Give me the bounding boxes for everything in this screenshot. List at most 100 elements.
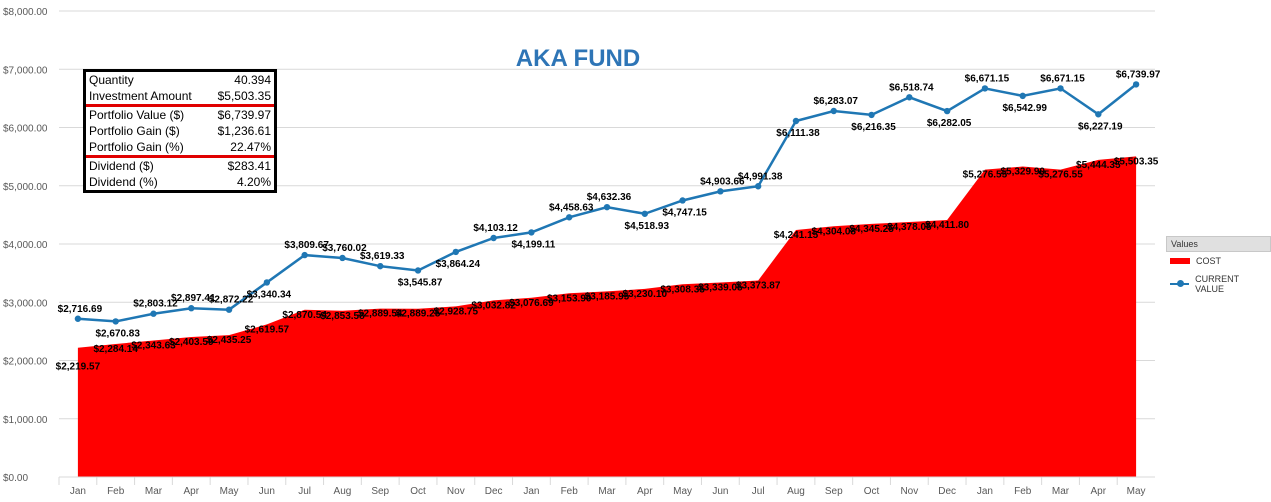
- current-value-point: [754, 183, 762, 190]
- summary-table: Quantity 40.394 Investment Amount $5,503…: [83, 69, 277, 193]
- current-value-data-label: $4,991.38: [738, 171, 783, 182]
- summary-row-quantity: Quantity 40.394: [86, 72, 274, 88]
- legend: Values COST CURRENT VALUE: [1166, 236, 1271, 298]
- y-tick-label: $0.00: [3, 473, 28, 484]
- y-tick-label: $3,000.00: [3, 298, 48, 309]
- current-value-data-label: $6,283.07: [814, 96, 859, 107]
- current-value-point: [339, 254, 346, 262]
- summary-row-investment-amount: Investment Amount $5,503.35: [86, 88, 274, 107]
- summary-label: Portfolio Gain (%): [89, 140, 184, 154]
- x-tick-label: May: [1127, 486, 1146, 497]
- cost-data-label: $2,219.57: [56, 362, 101, 373]
- current-value-data-label: $6,111.38: [776, 128, 820, 139]
- cost-data-label: $2,928.75: [434, 306, 479, 317]
- cost-data-label: $2,870.54: [282, 310, 327, 321]
- current-value-data-label: $3,809.67: [284, 240, 329, 251]
- cost-data-label: $4,345.25: [849, 224, 894, 235]
- summary-label: Portfolio Gain ($): [89, 124, 180, 138]
- x-tick-label: Apr: [637, 486, 653, 497]
- cost-data-label: $3,076.69: [509, 298, 554, 309]
- current-value-point: [528, 229, 535, 236]
- summary-row-portfolio-gain: Portfolio Gain ($) $1,236.61: [86, 123, 274, 139]
- current-value-data-label: $3,340.34: [247, 289, 292, 300]
- cost-data-label: $3,185.95: [585, 291, 630, 302]
- current-value-point: [830, 107, 837, 115]
- cost-data-label: $5,503.35: [1114, 156, 1159, 167]
- y-tick-label: $4,000.00: [3, 240, 48, 251]
- current-value-data-label: $4,199.11: [511, 239, 555, 250]
- y-tick-label: $1,000.00: [3, 415, 48, 426]
- cost-data-label: $2,619.57: [245, 324, 290, 335]
- x-tick-label: Mar: [1052, 486, 1070, 497]
- current-value-data-label: $4,632.36: [587, 192, 632, 203]
- current-value-data-labels: $2,716.69$2,670.83$2,803.12$2,897.41$2,8…: [58, 69, 1161, 339]
- cost-data-label: $5,276.55: [963, 170, 1008, 181]
- cost-data-label: $2,343.63: [131, 340, 176, 351]
- y-axis-ticks: $0.00 $1,000.00 $2,000.00 $3,000.00 $4,000.0…: [3, 7, 48, 484]
- current-value-point: [566, 214, 573, 221]
- summary-row-dividend-pct: Dividend (%) 4.20%: [86, 174, 274, 190]
- current-value-point: [717, 188, 724, 195]
- current-value-point: [792, 117, 800, 125]
- summary-value: 40.394: [234, 73, 271, 87]
- x-tick-label: Dec: [938, 486, 956, 497]
- cost-data-label: $3,308.35: [660, 284, 705, 295]
- x-tick-label: Sep: [825, 486, 843, 497]
- current-value-data-label: $4,903.66: [700, 176, 745, 187]
- y-tick-label: $6,000.00: [3, 124, 48, 135]
- current-value-point: [188, 305, 195, 312]
- current-value-data-label: $2,803.12: [133, 299, 178, 310]
- current-value-point: [641, 210, 648, 217]
- current-value-data-label: $2,716.69: [58, 304, 103, 315]
- cost-data-label: $2,853.58: [320, 311, 365, 322]
- cost-data-label: $5,276.55: [1038, 170, 1083, 181]
- cost-swatch: [1170, 258, 1190, 264]
- x-tick-label: Aug: [334, 486, 352, 497]
- y-tick-label: $7,000.00: [3, 65, 48, 76]
- cost-data-label: $3,373.87: [736, 280, 781, 291]
- current-value-point: [74, 315, 82, 322]
- x-tick-label: Aug: [787, 486, 805, 497]
- cost-data-label: $5,329.90: [1000, 167, 1045, 178]
- x-tick-label: Jan: [523, 486, 539, 497]
- summary-value: $5,503.35: [217, 89, 271, 103]
- current-value-point: [377, 262, 384, 270]
- x-tick-label: Feb: [561, 486, 579, 497]
- current-value-point: [679, 197, 686, 204]
- current-value-point: [225, 306, 233, 313]
- current-value-data-label: $4,103.12: [473, 223, 518, 234]
- x-tick-label: Jan: [70, 486, 86, 497]
- current-value-point: [1019, 92, 1026, 100]
- x-tick-label: May: [220, 486, 239, 497]
- summary-value: $1,236.61: [217, 124, 271, 138]
- y-tick-label: $5,000.00: [3, 182, 48, 193]
- cost-data-label: $4,411.80: [925, 220, 969, 231]
- legend-label-cost: COST: [1196, 256, 1222, 266]
- summary-value: 22.47%: [230, 140, 271, 154]
- x-tick-label: Dec: [485, 486, 503, 497]
- current-value-point: [1057, 85, 1064, 92]
- cost-data-label: $3,032.82: [471, 300, 516, 311]
- current-value-data-label: $3,619.33: [360, 251, 405, 262]
- current-value-swatch: [1170, 280, 1190, 287]
- x-tick-label: Oct: [410, 486, 426, 497]
- cost-area-group: [77, 156, 1137, 477]
- legend-title: Values: [1166, 236, 1271, 252]
- cost-data-labels: $2,219.57 $2,284.14$2,343.63$2,403.59$2,4…: [56, 156, 1159, 372]
- current-value-point: [981, 85, 989, 92]
- current-value-point: [1132, 81, 1140, 88]
- x-tick-label: Jun: [259, 486, 275, 497]
- cost-area: [77, 156, 1137, 477]
- summary-label: Dividend ($): [89, 159, 154, 173]
- x-tick-label: Nov: [900, 486, 918, 497]
- current-value-data-label: $6,671.15: [1040, 73, 1085, 84]
- cost-data-label: $2,435.25: [207, 335, 252, 346]
- legend-item-current-value: CURRENT VALUE: [1166, 270, 1271, 298]
- cost-data-label: $2,889.54: [358, 309, 403, 320]
- current-value-point: [868, 111, 875, 119]
- current-value-point: [906, 94, 913, 101]
- current-value-point: [112, 318, 119, 325]
- x-tick-label: Feb: [1014, 486, 1032, 497]
- summary-row-dividend: Dividend ($) $283.41: [86, 158, 274, 174]
